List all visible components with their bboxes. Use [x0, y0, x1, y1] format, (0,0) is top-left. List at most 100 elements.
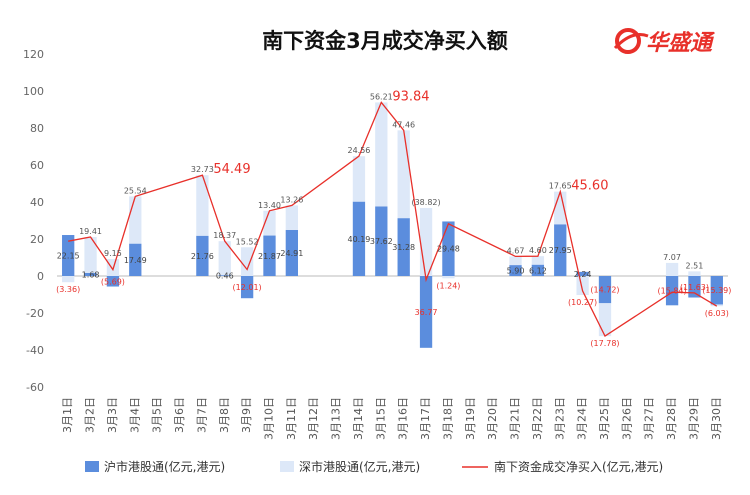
- data-label-sz: (38.82): [411, 198, 440, 207]
- data-label-sz: 19.41: [79, 227, 102, 236]
- x-tick-label: 3月16日: [397, 397, 410, 440]
- data-label-sh: 17.49: [124, 256, 147, 265]
- bar-sz: [352, 156, 366, 202]
- line-series: [68, 101, 718, 338]
- bar-sh: [598, 276, 612, 304]
- bar-sh: [62, 235, 75, 276]
- data-label-sz: 18.37: [213, 231, 236, 240]
- bar-sz: [285, 205, 299, 230]
- x-tick-label: 3月18日: [441, 397, 454, 440]
- bar-sz: [509, 256, 522, 266]
- y-tick-label: 0: [37, 270, 44, 283]
- x-tick-label: 3月6日: [173, 397, 186, 433]
- data-label-sz: (10.27): [568, 298, 597, 307]
- data-label-sh: 0.46: [216, 272, 234, 281]
- bar-sh: [352, 201, 366, 276]
- x-tick-label: 3月12日: [307, 397, 320, 440]
- x-tick-label: 3月21日: [509, 397, 522, 440]
- data-label-sz: (3.36): [56, 285, 80, 294]
- data-label-sz: (17.78): [590, 339, 619, 348]
- x-tick-label: 3月5日: [151, 397, 164, 433]
- data-label-sz: 15.52: [236, 237, 259, 246]
- bar-sh: [285, 229, 299, 276]
- legend: 沪市港股通(亿元,港元) 深市港股通(亿元,港元) 南下资金成交净买入(亿元,港…: [85, 459, 663, 474]
- brand-logo-icon: [615, 28, 641, 54]
- line-peak-label: 93.84: [392, 89, 429, 104]
- data-label-sh: 2.24: [574, 270, 592, 279]
- legend-label-sz: 深市港股通(亿元,港元): [299, 459, 420, 474]
- data-label-sh: 24.91: [280, 249, 303, 258]
- x-tick-label: 3月24日: [576, 397, 589, 440]
- y-tick-label: 20: [30, 233, 44, 246]
- brand-logo: 华盛通: [613, 28, 716, 56]
- data-labels: (3.36) 22.15 19.41 1.68 9.15 (5.69) 25.54 17.49…: [56, 89, 731, 348]
- data-label-sz: 17.65: [549, 182, 572, 191]
- data-label-sz: 7.07: [663, 253, 681, 262]
- y-tick-label: 120: [23, 48, 44, 61]
- data-label-sh: 1.68: [82, 270, 100, 279]
- data-label-sh: 31.28: [392, 243, 415, 252]
- data-label-sz: 13.26: [280, 195, 303, 204]
- x-tick-label: 3月7日: [195, 397, 208, 433]
- bar-sh: [442, 221, 455, 276]
- x-tick-label: 3月22日: [531, 397, 544, 440]
- data-label-sz: 56.21: [370, 92, 393, 101]
- data-label-sh: (5.69): [101, 277, 125, 286]
- y-tick-label: 40: [30, 196, 44, 209]
- x-tick-label: 3月8日: [218, 397, 231, 433]
- x-tick-label: 3月17日: [419, 397, 432, 440]
- data-label-sh: 37.62: [370, 237, 393, 246]
- chart-title: 南下资金3月成交净买入额: [262, 29, 508, 53]
- bar-sh: [509, 265, 522, 276]
- data-label-sz: 2.51: [686, 261, 704, 270]
- x-tick-label: 3月25日: [598, 397, 611, 440]
- data-label-sh: 29.48: [437, 245, 460, 254]
- legend-label-sh: 沪市港股通(亿元,港元): [104, 459, 225, 474]
- bar-sh: [531, 264, 545, 276]
- bar-sh: [419, 276, 433, 348]
- data-label-sh: 5.90: [507, 267, 525, 276]
- data-label-sh: 22.15: [57, 252, 80, 261]
- bar-sz: [263, 210, 276, 236]
- bar-sh: [554, 224, 567, 276]
- bar-sh: [218, 275, 231, 276]
- line-peak-label: 54.49: [213, 162, 250, 177]
- bar-sz: [665, 262, 679, 276]
- data-label-sh: (15.39): [702, 286, 731, 295]
- x-tick-label: 3月9日: [240, 397, 253, 433]
- bar-sz: [196, 175, 209, 236]
- bar-sh: [84, 272, 97, 276]
- x-tick-label: 3月26日: [620, 397, 633, 440]
- x-tick-label: 3月1日: [61, 397, 74, 433]
- bar-sh: [397, 218, 410, 276]
- data-label-sz: 32.73: [191, 165, 214, 174]
- data-label-sz: 9.15: [104, 249, 122, 258]
- bar-sz: [218, 241, 231, 276]
- x-tick-label: 3月4日: [128, 397, 141, 433]
- bar-sz: [129, 196, 142, 244]
- legend-label-line: 南下资金成交净买入(亿元,港元): [494, 459, 663, 474]
- bar-sz: [598, 303, 612, 337]
- line-total: [68, 101, 718, 338]
- bar-sh: [375, 206, 388, 276]
- x-tick-label: 3月19日: [464, 397, 477, 440]
- bar-sz: [531, 256, 545, 265]
- bar-sz: [62, 276, 75, 283]
- bar-sz: [84, 236, 97, 273]
- bar-sh: [129, 243, 142, 276]
- bar-sz: [240, 247, 254, 276]
- brand-logo-text: 华盛通: [646, 30, 716, 56]
- bar-sh: [263, 235, 276, 276]
- x-tick-label: 3月28日: [665, 397, 678, 440]
- x-tick-label: 3月2日: [84, 397, 97, 433]
- data-label-sz: 25.54: [124, 186, 147, 195]
- brand-logo-swoosh-icon: [613, 33, 649, 50]
- y-tick-label: -20: [26, 307, 44, 320]
- data-label-sh: 40.19: [347, 235, 370, 244]
- bars: [62, 102, 723, 348]
- y-tick-label: 60: [30, 159, 44, 172]
- y-tick-label: 80: [30, 122, 44, 135]
- y-tick-label: -40: [26, 344, 44, 357]
- bar-sz: [375, 102, 388, 207]
